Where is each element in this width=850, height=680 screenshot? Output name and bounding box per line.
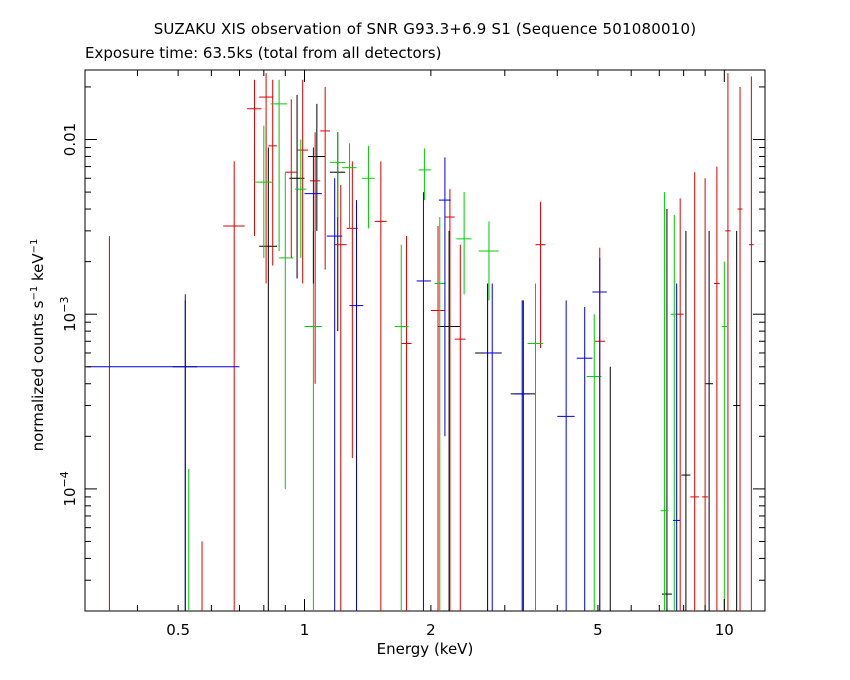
data-point [342, 143, 357, 229]
data-point [725, 73, 731, 611]
data-point [326, 178, 343, 611]
data-point [86, 294, 240, 611]
data-point [279, 172, 294, 489]
chart-title: SUZAKU XIS observation of SNR G93.3+6.9 … [153, 20, 697, 38]
data-point [478, 221, 499, 301]
data-point [721, 261, 728, 611]
plot-border [84, 69, 766, 612]
data-point [295, 139, 307, 258]
data-point [676, 198, 684, 611]
y-tick-label: 10−4 [58, 471, 79, 506]
data-point [702, 178, 709, 611]
data-point [270, 79, 288, 252]
y-axis-label-base: normalized counts s [29, 300, 47, 452]
data-point [349, 200, 364, 611]
data-point [416, 192, 431, 611]
y-axis-label-mid: keV [29, 253, 47, 286]
data-point [304, 230, 322, 611]
data-point [714, 166, 720, 611]
data-point [673, 283, 681, 611]
data-point [592, 257, 607, 611]
data-point [527, 283, 544, 611]
data-point [576, 306, 593, 611]
data-point [454, 244, 466, 611]
data-point [438, 230, 461, 611]
data-point [247, 79, 262, 237]
y-axis-label: normalized counts s−1 keV−1 [29, 239, 47, 452]
data-point [661, 209, 672, 611]
data-point [304, 147, 322, 284]
data-point [660, 192, 669, 611]
data-marks [86, 73, 754, 611]
data-point [557, 300, 575, 611]
data-point [374, 161, 387, 611]
x-tick-label: 2 [426, 621, 436, 639]
data-point [268, 79, 278, 266]
data-point [334, 184, 347, 611]
data-point [690, 172, 699, 611]
x-tick-label: 0.5 [166, 621, 190, 639]
plot-frame [84, 69, 766, 612]
data-point [361, 145, 375, 229]
data-point [308, 103, 326, 231]
data-point [681, 230, 691, 611]
y-axis-label-exp2: −1 [29, 238, 40, 254]
data-point [346, 161, 358, 459]
y-axis-label-exp1: −1 [29, 285, 40, 301]
chart-subtitle: Exposure time: 63.5ks (total from all de… [85, 44, 442, 62]
tick-labels: 0.5 1 2 5 10 10−4 10−3 0.01 [58, 123, 734, 639]
data-point [254, 125, 273, 258]
data-point [475, 283, 502, 611]
data-point [514, 300, 530, 611]
data-point [309, 132, 321, 384]
x-tick-label: 5 [593, 621, 603, 639]
data-point [438, 157, 451, 437]
data-point [401, 236, 412, 611]
data-point [535, 201, 546, 349]
data-point [223, 161, 245, 611]
data-point [737, 86, 743, 611]
y-tick-label: 0.01 [61, 123, 79, 156]
data-point [456, 192, 472, 295]
data-point [329, 132, 346, 218]
x-tick-label: 1 [300, 621, 310, 639]
data-point [320, 86, 330, 270]
data-point [484, 283, 500, 611]
data-point [289, 94, 305, 279]
data-point [434, 217, 446, 611]
data-point [430, 225, 445, 611]
data-point [586, 314, 602, 611]
data-point [705, 230, 714, 611]
x-axis-label: Energy (keV) [376, 640, 474, 658]
axis-ticks [84, 70, 765, 612]
y-tick-label: 10−3 [58, 297, 79, 332]
data-point [394, 244, 409, 611]
data-point [510, 300, 536, 611]
data-point [733, 230, 741, 611]
data-point [444, 189, 455, 611]
data-point [285, 99, 298, 258]
data-point [749, 76, 754, 611]
data-point [297, 79, 309, 284]
x-tick-label: 10 [715, 621, 734, 639]
data-point [418, 148, 431, 201]
data-point [259, 73, 273, 284]
data-point [259, 147, 278, 611]
